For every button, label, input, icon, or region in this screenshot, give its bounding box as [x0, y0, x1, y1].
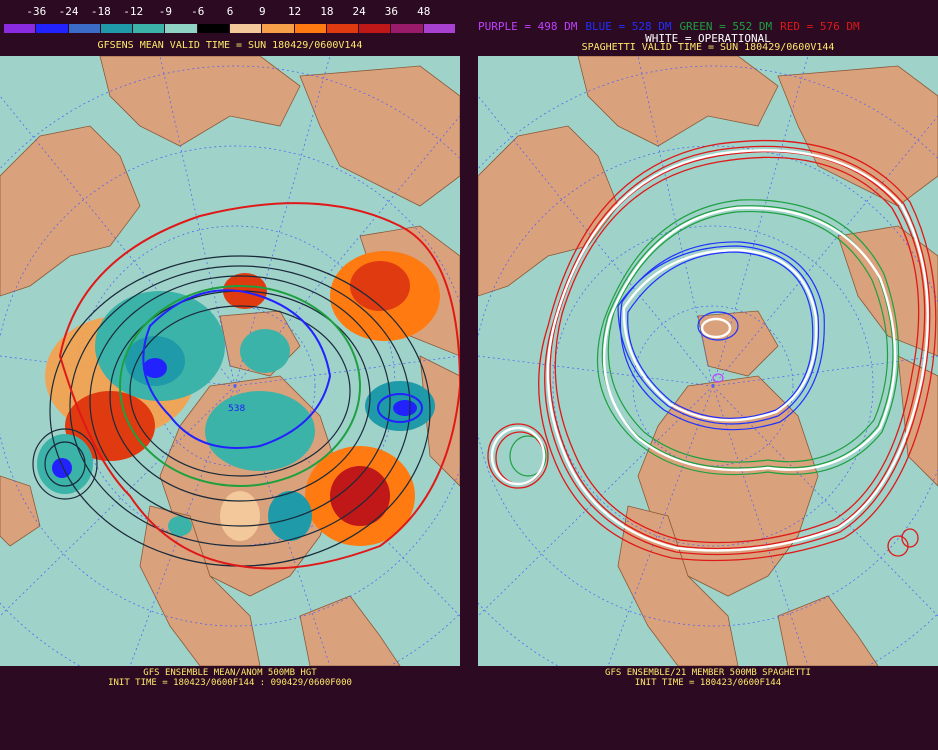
left-footer-line1: GFS ENSEMBLE MEAN/ANOM 500MB HGT: [143, 668, 317, 678]
colorbar-tick-label: 48: [417, 5, 431, 18]
colorbar-swatch: [165, 24, 198, 33]
left-footer-line2: INIT TIME = 180423/0600F144 : 090429/060…: [108, 678, 352, 688]
colorbar-swatch: [262, 24, 295, 33]
contour-576: [58, 202, 460, 570]
right-footer-line2: INIT TIME = 180423/0600F144: [634, 678, 782, 688]
spaghetti-498: [712, 373, 724, 383]
colorbar-swatch: [133, 24, 166, 33]
contour-538: [142, 289, 423, 449]
colorbar-swatch: [294, 24, 327, 33]
height-contours: [32, 255, 431, 567]
colorbar-swatch: [326, 24, 360, 33]
right-footer-line1: GFS ENSEMBLE/21 MEMBER 500MB SPAGHETTI: [605, 668, 811, 678]
colorbar-tick-label: 6: [226, 5, 234, 18]
colorbar-swatch: [229, 24, 263, 33]
colorbar-tick-labels: -36 -24 -18 -12 -9 -6 6 9 12 18 24 36 48: [4, 4, 456, 20]
colorbar-swatch: [68, 24, 101, 33]
legend-entry: GREEN = 552 DM: [679, 20, 773, 33]
colorbar-tick-label: -9: [158, 5, 173, 18]
colorbar-tick-label: 36: [384, 5, 399, 18]
colorbar-tick-label: 24: [352, 5, 366, 18]
land-east-asia: [0, 475, 41, 547]
spaghetti-576: [487, 139, 937, 562]
anomaly-colorbar: -36 -24 -18 -12 -9 -6 6 9 12 18 24 36 48: [4, 4, 456, 34]
legend-entry: RED = 576 DM: [780, 20, 860, 33]
colorbar-swatch: [100, 24, 134, 33]
colorbar-tick-label: 18: [320, 5, 334, 18]
negative-anomalies: [37, 291, 435, 541]
spaghetti-legend: PURPLE = 498 DM BLUE = 528 DM GREEN = 552 …: [478, 20, 938, 33]
land-europe-north: [299, 65, 460, 207]
right-footer: GFS ENSEMBLE/21 MEMBER 500MB SPAGHETTI I…: [478, 668, 938, 688]
operational-contours: [490, 149, 929, 552]
land-south-america: [299, 595, 401, 666]
colorbar-swatch: [423, 24, 456, 33]
colorbar-tick-label: -6: [191, 5, 205, 18]
colorbar-swatch: [4, 24, 37, 33]
contour-552: [119, 285, 361, 487]
colorbar-tick-label: 12: [287, 5, 302, 18]
spaghetti-map: [478, 56, 938, 666]
colorbar-tick-label: -36: [26, 5, 47, 18]
contour-label: 538: [228, 404, 245, 414]
land-layer: [478, 56, 938, 666]
colorbar-swatches: [4, 24, 456, 33]
spaghetti-528: [617, 241, 825, 431]
colorbar-tick-label: -12: [123, 5, 144, 18]
colorbar-swatch: [36, 24, 69, 33]
left-footer: GFS ENSEMBLE MEAN/ANOM 500MB HGT INIT TI…: [30, 668, 430, 688]
left-panel-title: GFSENS MEAN VALID TIME = SUN 180429/0600…: [97, 40, 363, 51]
right-panel-title: SPAGHETTI VALID TIME = SUN 180429/0600V1…: [581, 42, 835, 53]
land-siberia: [99, 56, 301, 147]
colorbar-swatch: [359, 24, 392, 33]
spaghetti-552: [509, 199, 900, 477]
colorbar-tick-label: -18: [90, 5, 111, 18]
operational-legend: WHITE = OPERATIONAL: [645, 32, 771, 45]
ensemble-mean-map: 538: [0, 56, 460, 666]
land-asia-west: [0, 125, 141, 297]
panel-divider: [460, 0, 478, 750]
legend-entry: BLUE = 528 DM: [585, 20, 672, 33]
colorbar-tick-label: -24: [58, 5, 79, 18]
land-africa-north: [419, 355, 460, 487]
spaghetti-svg: [478, 56, 938, 666]
legend-entry: PURPLE = 498 DM: [478, 20, 578, 33]
colorbar-swatch: [197, 24, 230, 33]
colorbar-swatch: [391, 24, 424, 33]
colorbar-tick-label: 9: [258, 5, 266, 18]
ensemble-mean-svg: 538: [0, 56, 460, 666]
